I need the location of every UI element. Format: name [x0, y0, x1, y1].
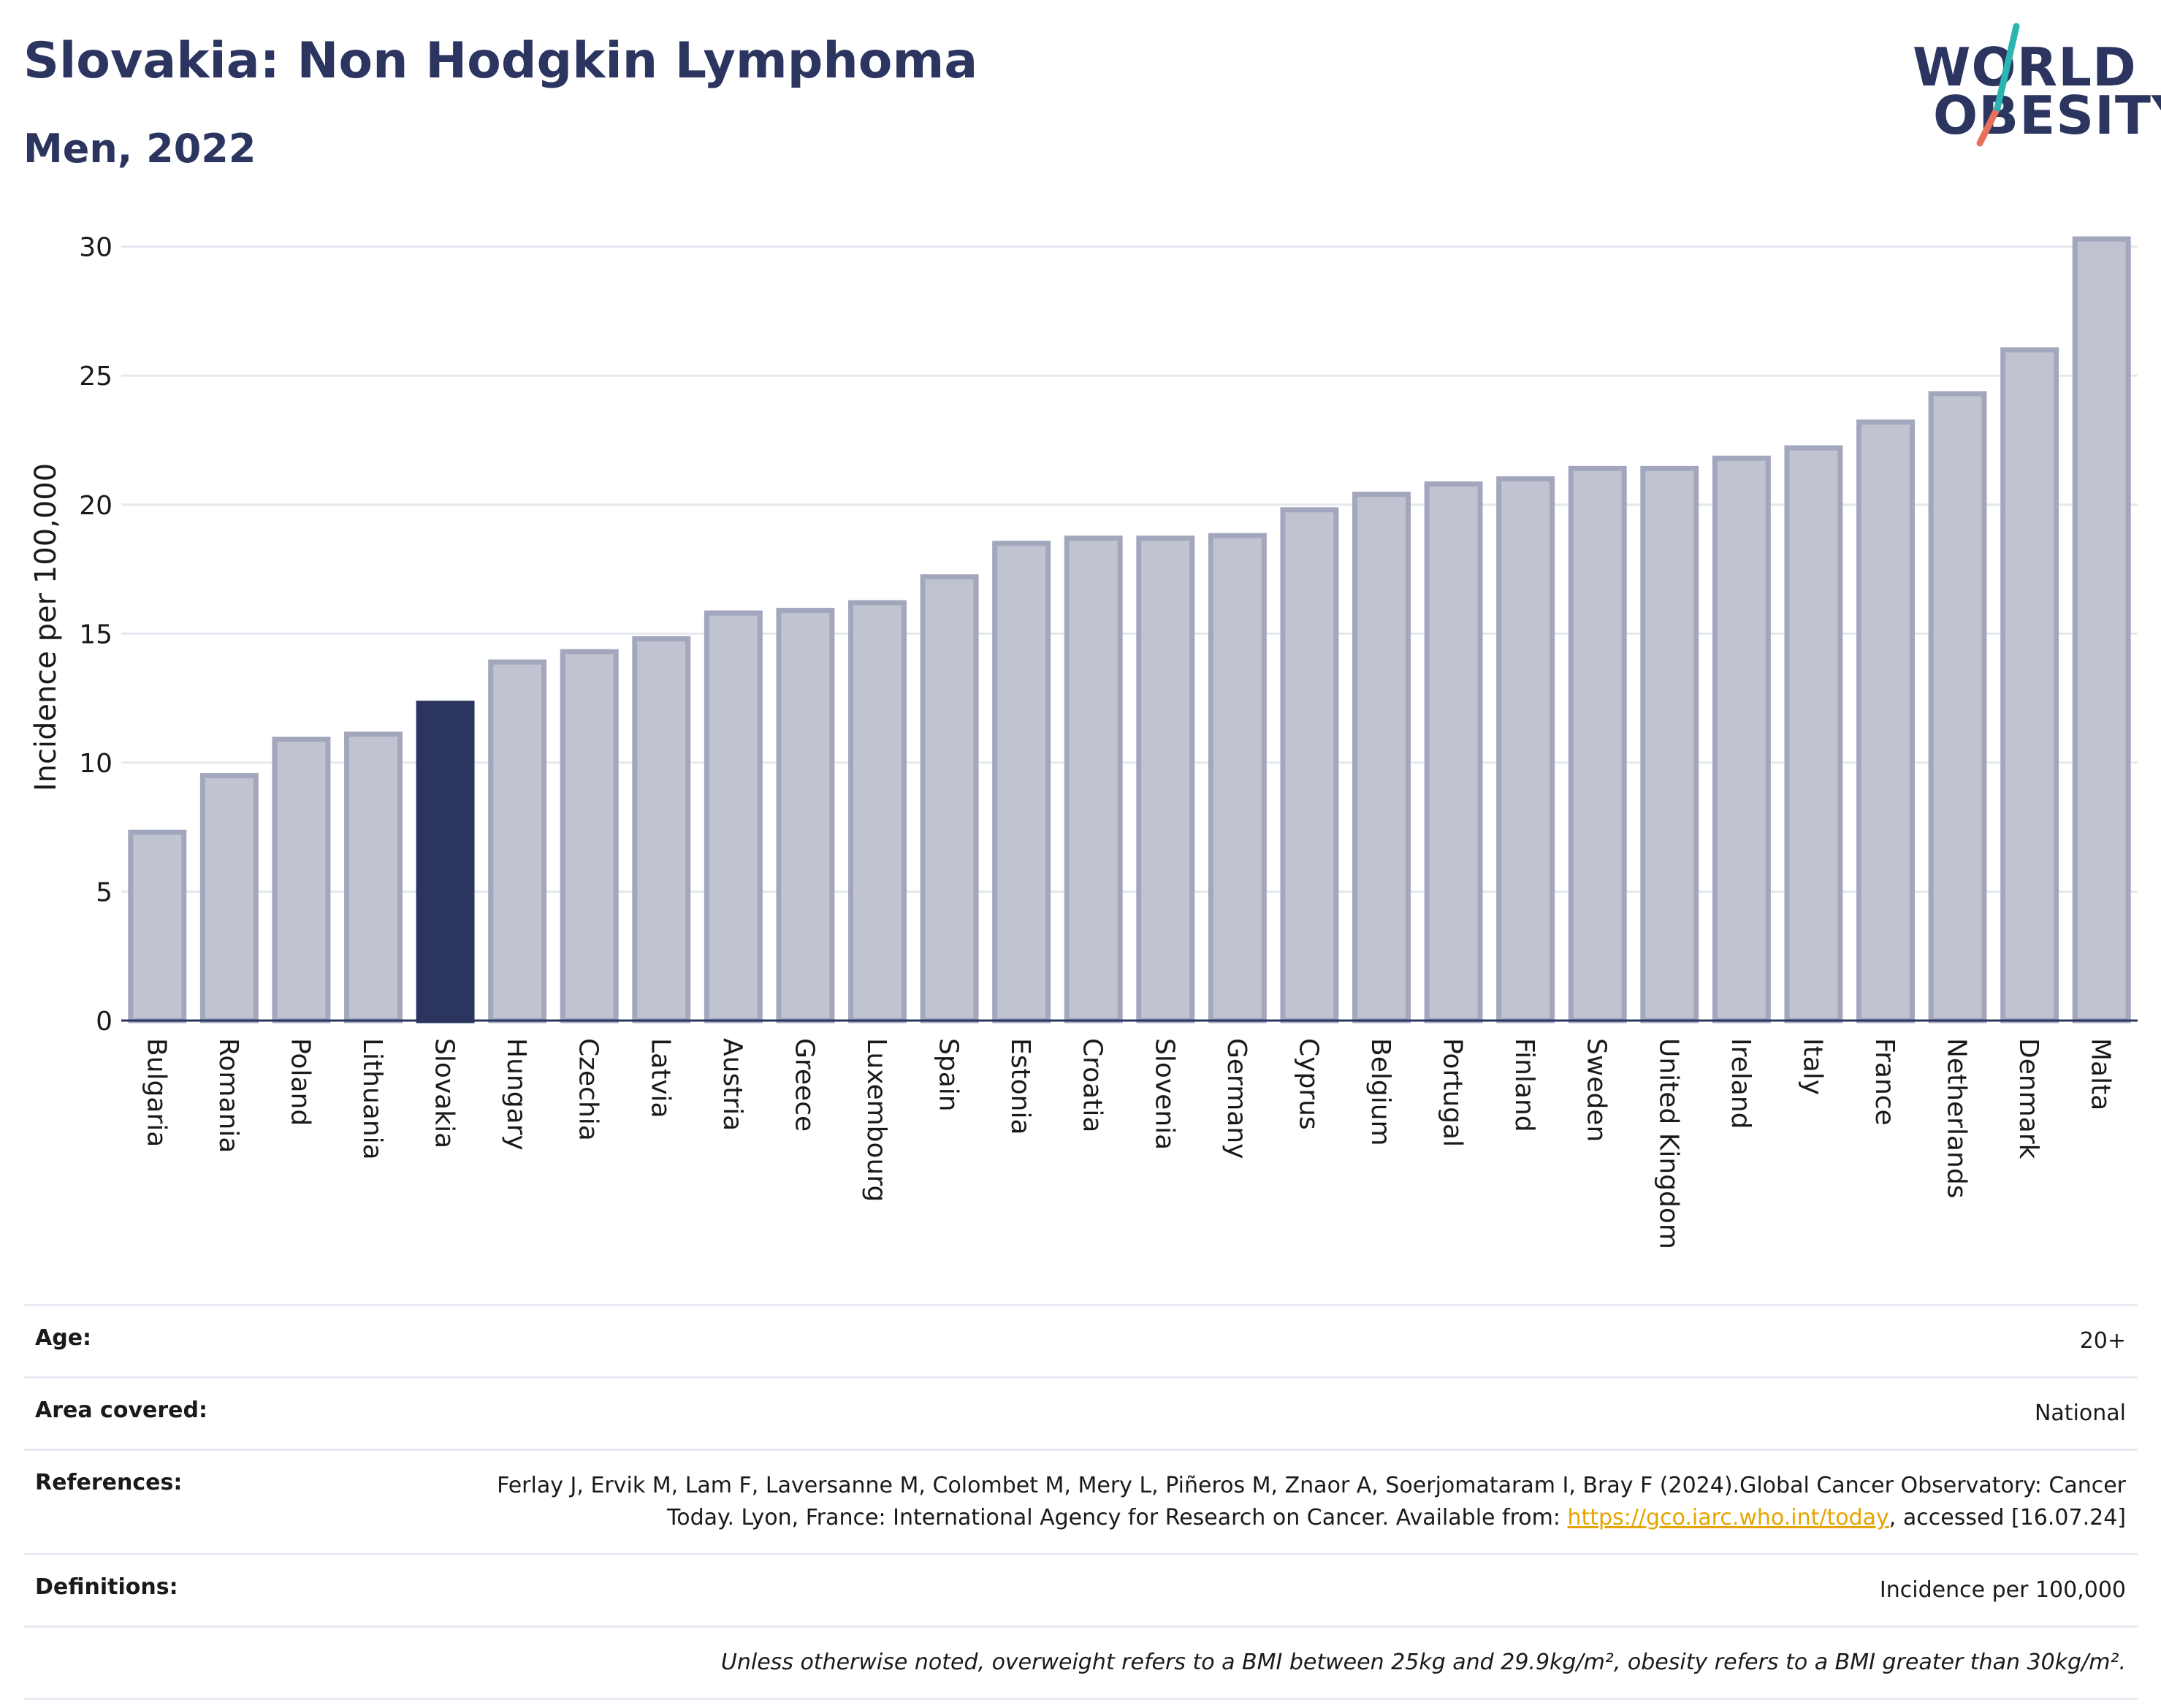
- bar-czechia[interactable]: [560, 649, 619, 1023]
- x-tick-label: Greece: [789, 1038, 819, 1132]
- x-tick-label: Czechia: [573, 1038, 603, 1141]
- page-subtitle: Men, 2022: [23, 126, 256, 172]
- bar-italy[interactable]: [1784, 445, 1843, 1023]
- x-tick-label: Hungary: [501, 1038, 531, 1151]
- page-title: Slovakia: Non Hodgkin Lymphoma: [23, 32, 978, 90]
- x-tick-label: United Kingdom: [1653, 1038, 1683, 1249]
- meta-area-label: Area covered:: [35, 1398, 207, 1423]
- bar-malta[interactable]: [2072, 236, 2131, 1023]
- bar-finland[interactable]: [1496, 476, 1555, 1023]
- y-tick-label: 0: [96, 1007, 113, 1037]
- meta-age-value: 20+: [2079, 1328, 2126, 1354]
- x-tick-label: Finland: [1509, 1038, 1539, 1132]
- bars: [128, 236, 2131, 1023]
- meta-definitions-label: Definitions:: [35, 1574, 178, 1600]
- y-tick-label: 15: [79, 619, 113, 649]
- y-tick-label: 10: [79, 749, 113, 779]
- logo-slash-icon: [1976, 23, 2020, 147]
- world-obesity-logo: WORLD OBESITY: [1899, 22, 2161, 153]
- x-tick-label: Portugal: [1438, 1038, 1468, 1147]
- bar-denmark[interactable]: [2000, 347, 2059, 1023]
- x-tick-label: Poland: [285, 1038, 315, 1126]
- bar-portugal[interactable]: [1424, 481, 1483, 1023]
- bar-ireland[interactable]: [1712, 455, 1771, 1023]
- references-tail: , accessed [16.07.24]: [1889, 1505, 2126, 1530]
- bar-france[interactable]: [1856, 419, 1915, 1023]
- meta-row-definitions: Definitions: Incidence per 100,000: [23, 1553, 2138, 1625]
- bar-bulgaria[interactable]: [128, 829, 187, 1023]
- references-link[interactable]: https://gco.iarc.who.int/today: [1567, 1505, 1889, 1530]
- x-tick-label: Croatia: [1078, 1038, 1108, 1132]
- meta-row-age: Age: 20+: [23, 1304, 2138, 1376]
- bar-netherlands[interactable]: [1928, 391, 1987, 1023]
- y-axis-label: Incidence per 100,000: [29, 463, 63, 792]
- bar-slovenia[interactable]: [1136, 535, 1195, 1023]
- x-tick-label: Spain: [934, 1038, 964, 1112]
- bar-romania[interactable]: [199, 773, 259, 1023]
- meta-row-area: Area covered: National: [23, 1376, 2138, 1449]
- bar-united-kingdom[interactable]: [1640, 465, 1699, 1023]
- x-tick-label: Germany: [1221, 1038, 1251, 1159]
- y-tick-label: 25: [79, 362, 113, 392]
- x-tick-label: Italy: [1797, 1038, 1827, 1095]
- x-tick-label: Austria: [717, 1038, 747, 1131]
- bar-sweden[interactable]: [1568, 465, 1627, 1023]
- x-tick-label: Bulgaria: [141, 1038, 171, 1147]
- meta-age-label: Age:: [35, 1325, 92, 1351]
- bar-croatia[interactable]: [1064, 535, 1123, 1023]
- bar-luxembourg[interactable]: [848, 600, 907, 1023]
- x-tick-label: France: [1870, 1038, 1899, 1126]
- x-tick-label: Luxembourg: [861, 1038, 891, 1202]
- x-tick-label: Slovakia: [430, 1038, 460, 1148]
- meta-definitions-value: Incidence per 100,000: [1879, 1577, 2126, 1603]
- bar-poland[interactable]: [272, 736, 331, 1023]
- bar-latvia[interactable]: [632, 636, 691, 1023]
- meta-row-references: References: Ferlay J, Ervik M, Lam F, La…: [23, 1449, 2138, 1553]
- x-axis-ticks: Bulgaria Romania Poland Lithuania Slovakia Hu…: [141, 1038, 2115, 1249]
- x-tick-label: Romania: [213, 1038, 243, 1153]
- bar-estonia[interactable]: [992, 541, 1051, 1023]
- x-tick-label: Belgium: [1365, 1038, 1395, 1146]
- x-tick-label: Netherlands: [1942, 1038, 1972, 1198]
- y-axis-ticks: 0 5 10 15 20 25 30: [79, 233, 113, 1037]
- meta-references-label: References:: [35, 1470, 183, 1495]
- x-tick-label: Cyprus: [1293, 1038, 1323, 1130]
- meta-references-value: Ferlay J, Ervik M, Lam F, Laversanne M, …: [482, 1470, 2126, 1534]
- bar-chart: 0 5 10 15 20 25 30 Bulgaria Romania Poland Lithua…: [29, 233, 2138, 1249]
- y-tick-label: 20: [79, 491, 113, 521]
- x-tick-label: Slovenia: [1149, 1038, 1179, 1150]
- bar-lithuania[interactable]: [344, 731, 403, 1023]
- y-tick-label: 30: [79, 233, 113, 263]
- x-tick-label: Estonia: [1005, 1038, 1035, 1135]
- x-tick-label: Latvia: [645, 1038, 675, 1118]
- bar-hungary[interactable]: [488, 659, 547, 1023]
- metadata-table: Age: 20+ Area covered: National Referenc…: [23, 1304, 2138, 1700]
- x-tick-label: Lithuania: [357, 1038, 387, 1160]
- meta-note: Unless otherwise noted, overweight refer…: [720, 1650, 2126, 1675]
- bar-slovakia[interactable]: [416, 701, 475, 1023]
- bar-cyprus[interactable]: [1280, 507, 1339, 1023]
- references-text: Ferlay J, Ervik M, Lam F, Laversanne M, …: [497, 1473, 2126, 1530]
- bar-greece[interactable]: [776, 608, 835, 1023]
- x-tick-label: Denmark: [2013, 1038, 2043, 1159]
- y-tick-label: 5: [96, 877, 113, 907]
- meta-area-value: National: [2034, 1400, 2126, 1426]
- bar-austria[interactable]: [704, 610, 763, 1023]
- bar-spain[interactable]: [920, 574, 979, 1023]
- x-tick-label: Ireland: [1726, 1038, 1756, 1129]
- logo-line-world: WORLD: [1913, 37, 2137, 98]
- x-tick-label: Sweden: [1582, 1038, 1612, 1142]
- logo-line-obesity: OBESITY: [1933, 85, 2161, 146]
- bar-germany[interactable]: [1208, 533, 1267, 1023]
- bar-belgium[interactable]: [1352, 492, 1411, 1023]
- x-tick-label: Malta: [2086, 1038, 2116, 1110]
- meta-row-note: Unless otherwise noted, overweight refer…: [23, 1625, 2138, 1700]
